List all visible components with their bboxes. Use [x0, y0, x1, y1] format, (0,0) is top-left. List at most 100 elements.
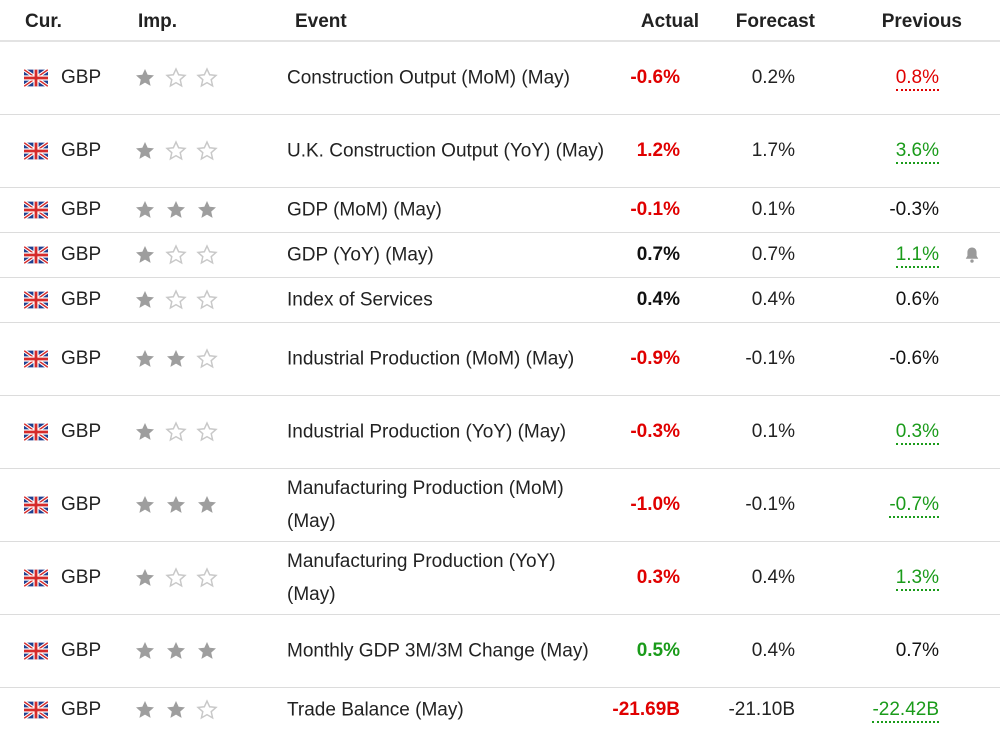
star-filled-icon — [198, 201, 216, 218]
table-row[interactable]: GBP GDP (MoM) (May) -0.1% 0.1% -0.3% — [0, 188, 1000, 233]
currency-code: GBP — [61, 567, 102, 588]
star-filled-icon — [167, 642, 185, 659]
importance-stars — [134, 421, 218, 443]
star-filled-icon — [136, 201, 154, 218]
event-name[interactable]: Manufacturing Production (YoY) (May) — [287, 551, 556, 605]
previous-cell: 0.7% — [896, 640, 939, 662]
actual-value: -0.9% — [630, 348, 680, 369]
actual-value: -0.3% — [630, 421, 680, 442]
previous-value[interactable]: 3.6% — [895, 140, 939, 164]
currency-code: GBP — [61, 348, 102, 369]
uk-flag-icon — [24, 423, 48, 441]
table-row[interactable]: GBP Manufacturing Production (YoY) (May) 0… — [0, 542, 1000, 615]
table-row[interactable]: GBP Industrial Production (MoM) (May) -0.9… — [0, 323, 1000, 396]
forecast-value: 0.1% — [751, 199, 795, 220]
star-filled-icon — [136, 69, 154, 86]
star-empty-icon — [165, 67, 187, 88]
previous-cell[interactable]: -0.7% — [889, 494, 939, 518]
forecast-value: -21.10B — [728, 699, 795, 720]
previous-cell[interactable]: 1.1% — [895, 244, 939, 268]
event-name[interactable]: U.K. Construction Output (YoY) (May) — [287, 140, 605, 162]
event-name[interactable]: Index of Services — [287, 289, 433, 311]
importance-stars — [134, 199, 218, 221]
uk-flag-icon — [24, 350, 48, 368]
previous-value[interactable]: 1.1% — [895, 244, 939, 268]
uk-flag-icon — [24, 142, 48, 160]
uk-flag-icon — [24, 246, 48, 264]
star-empty-icon — [196, 348, 218, 369]
bell-icon[interactable] — [962, 245, 982, 265]
event-name[interactable]: Monthly GDP 3M/3M Change (May) — [287, 640, 589, 662]
star-empty-icon — [165, 140, 187, 161]
event-name[interactable]: GDP (YoY) (May) — [287, 244, 434, 266]
previous-cell[interactable]: -22.42B — [872, 699, 939, 723]
star-empty-icon — [196, 567, 218, 588]
header-importance[interactable]: Imp. — [138, 11, 178, 32]
uk-flag-icon — [24, 291, 48, 309]
header-actual[interactable]: Actual — [640, 11, 699, 32]
importance-stars — [134, 244, 218, 266]
star-filled-icon — [136, 423, 154, 440]
previous-value[interactable]: -0.7% — [889, 494, 939, 518]
currency-code: GBP — [61, 640, 102, 661]
uk-flag-icon — [24, 642, 48, 660]
header-event[interactable]: Event — [295, 11, 347, 32]
event-name[interactable]: Trade Balance (May) — [287, 699, 464, 721]
header-currency[interactable]: Cur. — [25, 11, 62, 32]
previous-value[interactable]: 1.3% — [895, 567, 939, 591]
star-empty-icon — [196, 289, 218, 310]
star-filled-icon — [136, 246, 154, 263]
star-filled-icon — [136, 496, 154, 513]
table-row[interactable]: GBP Industrial Production (YoY) (May) -0.3… — [0, 396, 1000, 469]
table-row[interactable]: GBP Monthly GDP 3M/3M Change (May) 0.5% 0.4… — [0, 615, 1000, 688]
previous-value[interactable]: 0.3% — [895, 421, 939, 445]
forecast-value: 0.4% — [751, 640, 795, 661]
actual-value: 0.7% — [636, 244, 680, 265]
star-filled-icon — [136, 569, 154, 586]
currency-code: GBP — [61, 140, 102, 161]
forecast-value: 0.4% — [751, 289, 795, 310]
table-row[interactable]: GBP Construction Output (MoM) (May) -0.6% 0… — [0, 42, 1000, 115]
forecast-value: 1.7% — [751, 140, 795, 161]
uk-flag-icon — [24, 496, 48, 514]
currency-code: GBP — [61, 199, 102, 220]
previous-cell[interactable]: 0.8% — [895, 67, 939, 91]
actual-value: -0.1% — [630, 199, 680, 220]
table-row[interactable]: GBP Trade Balance (May) -21.69B -21.10B -22.… — [0, 688, 1000, 730]
importance-stars — [134, 567, 218, 589]
event-name[interactable]: Construction Output (MoM) (May) — [287, 67, 570, 89]
actual-value: -21.69B — [612, 699, 680, 720]
forecast-value: 0.4% — [751, 567, 795, 588]
header-forecast[interactable]: Forecast — [735, 11, 815, 32]
table-row[interactable]: GBP GDP (YoY) (May) 0.7% 0.7% 1.1% — [0, 233, 1000, 278]
star-empty-icon — [196, 244, 218, 265]
event-name[interactable]: Manufacturing Production (MoM) (May) — [287, 478, 564, 532]
currency-code: GBP — [61, 67, 102, 88]
importance-stars — [134, 67, 218, 89]
star-empty-icon — [196, 421, 218, 442]
previous-cell[interactable]: 1.3% — [895, 567, 939, 591]
star-filled-icon — [167, 701, 185, 718]
currency-code: GBP — [61, 244, 102, 265]
header-previous[interactable]: Previous — [881, 11, 962, 32]
currency-code: GBP — [61, 494, 102, 515]
forecast-value: -0.1% — [745, 348, 795, 369]
previous-cell[interactable]: 3.6% — [895, 140, 939, 164]
previous-cell[interactable]: 0.3% — [895, 421, 939, 445]
importance-stars — [134, 348, 218, 370]
event-name[interactable]: GDP (MoM) (May) — [287, 199, 442, 221]
actual-value: 0.4% — [636, 289, 680, 310]
previous-cell: -0.6% — [889, 348, 939, 370]
star-filled-icon — [136, 142, 154, 159]
table-row[interactable]: GBP U.K. Construction Output (YoY) (May) 1… — [0, 115, 1000, 188]
event-name[interactable]: Industrial Production (YoY) (May) — [287, 421, 567, 443]
star-empty-icon — [165, 567, 187, 588]
forecast-value: 0.1% — [751, 421, 795, 442]
event-name[interactable]: Industrial Production (MoM) (May) — [287, 348, 575, 370]
table-row[interactable]: GBP Manufacturing Production (MoM) (May) -… — [0, 469, 1000, 542]
previous-value[interactable]: 0.8% — [895, 67, 939, 91]
star-filled-icon — [198, 642, 216, 659]
table-row[interactable]: GBP Index of Services 0.4% 0.4% 0.6% — [0, 278, 1000, 323]
star-filled-icon — [167, 350, 185, 367]
previous-value[interactable]: -22.42B — [872, 699, 939, 723]
